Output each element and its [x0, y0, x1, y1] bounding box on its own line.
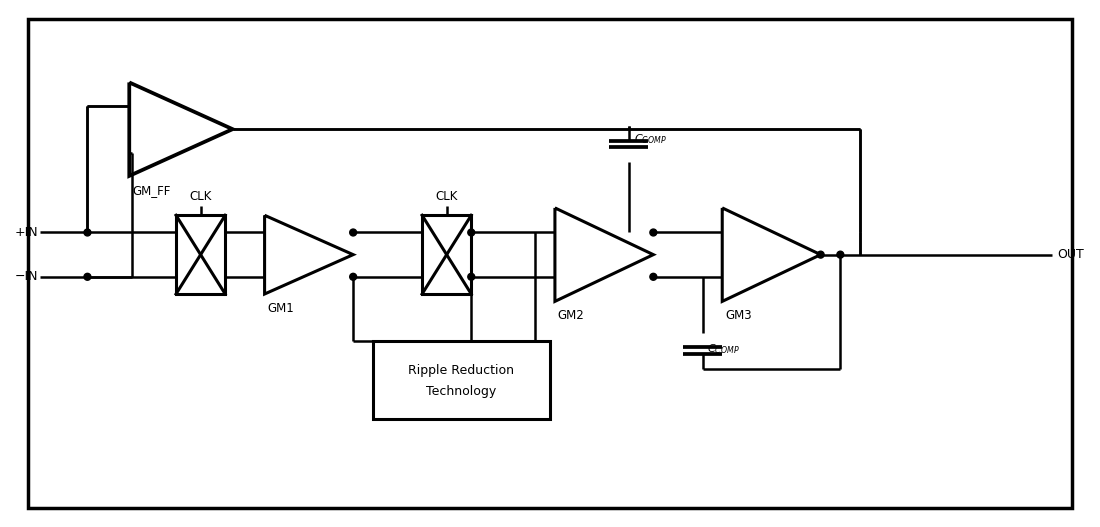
Circle shape: [650, 229, 657, 236]
Text: GM1: GM1: [267, 302, 295, 315]
Text: +IN: +IN: [14, 226, 39, 239]
Text: GM_FF: GM_FF: [132, 184, 170, 197]
Text: −IN: −IN: [14, 270, 39, 284]
Circle shape: [350, 229, 356, 236]
Text: $C_{COMP}$: $C_{COMP}$: [707, 341, 740, 356]
Circle shape: [817, 251, 824, 258]
Bar: [176, 215, 226, 294]
Circle shape: [350, 274, 356, 280]
Text: GM3: GM3: [725, 309, 751, 323]
Circle shape: [84, 229, 91, 236]
Text: $C_{COMP}$: $C_{COMP}$: [634, 132, 667, 146]
Text: CLK: CLK: [436, 190, 458, 203]
Circle shape: [468, 274, 475, 280]
Text: GM2: GM2: [558, 309, 584, 323]
Text: Technology: Technology: [427, 385, 496, 398]
Circle shape: [650, 274, 657, 280]
Text: CLK: CLK: [189, 190, 212, 203]
Circle shape: [84, 274, 91, 280]
Bar: [422, 215, 471, 294]
Text: OUT: OUT: [1057, 248, 1084, 261]
Text: Ripple Reduction: Ripple Reduction: [408, 364, 515, 377]
Circle shape: [468, 229, 475, 236]
Circle shape: [837, 251, 844, 258]
Bar: [373, 341, 550, 419]
